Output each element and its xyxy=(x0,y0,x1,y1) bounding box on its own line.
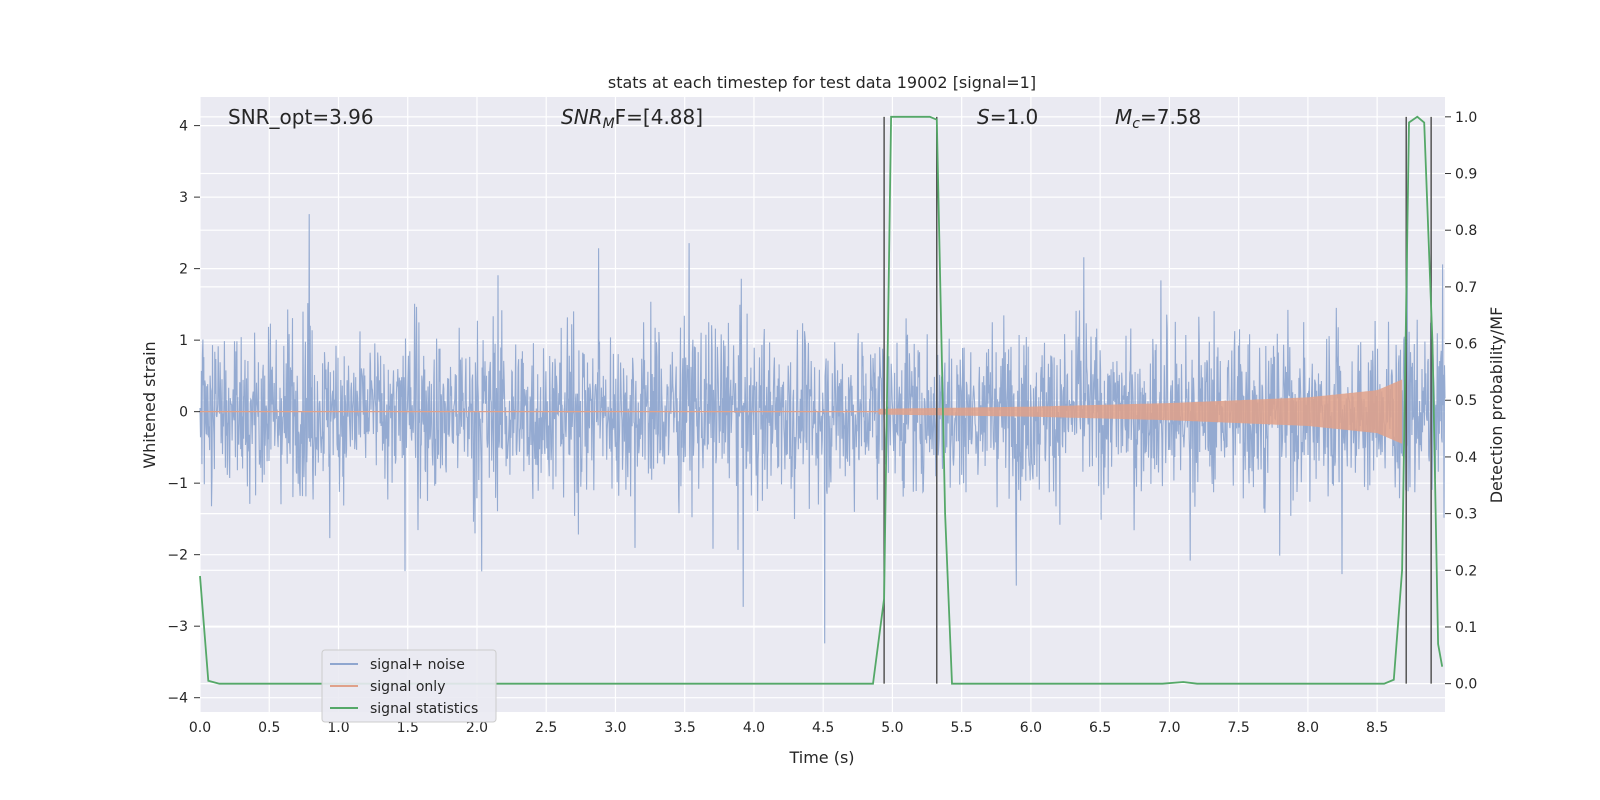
x-tick-label: 6.5 xyxy=(1089,720,1111,736)
y-axis-right-label: Detection probability/MF xyxy=(1487,307,1506,504)
x-tick-label: 1.5 xyxy=(397,720,419,736)
y-left-tick-label: 2 xyxy=(179,262,188,278)
y-right-tick-label: 0.4 xyxy=(1455,450,1477,466)
x-tick-label: 2.0 xyxy=(466,720,488,736)
y-right-tick-label: 0.6 xyxy=(1455,337,1477,353)
y-left-tick-label: 0 xyxy=(179,405,188,421)
vertical-markers xyxy=(883,116,1432,684)
y-left-tick-label: −1 xyxy=(167,476,188,492)
x-tick-label: 0.5 xyxy=(258,720,280,736)
series-signal-only xyxy=(200,379,1403,444)
y-right-tick-label: 0.9 xyxy=(1455,167,1477,183)
legend: signal+ noise signal only signal statist… xyxy=(321,649,497,723)
signal-plus-noise-line xyxy=(199,214,1446,644)
y-axis-left-label: Whitened strain xyxy=(140,341,159,468)
y-right-tick-label: 0.7 xyxy=(1455,280,1477,296)
series-signal-statistics xyxy=(199,115,1444,685)
y-right-tick-label: 0.8 xyxy=(1455,223,1477,239)
annotation-snr-opt: SNR_opt=3.96 xyxy=(228,105,374,129)
y-right-tick-label: 0.2 xyxy=(1455,563,1477,579)
annotation-s: S=1.0 xyxy=(977,105,1038,129)
snr-mf-symbol: SNR xyxy=(561,105,603,129)
x-tick-label: 3.0 xyxy=(604,720,626,736)
x-tick-label: 5.5 xyxy=(951,720,973,736)
x-tick-label: 7.5 xyxy=(1228,720,1250,736)
legend-box xyxy=(321,649,497,723)
y-right-tick-label: 0.5 xyxy=(1455,393,1477,409)
x-tick-label: 4.5 xyxy=(812,720,834,736)
annotation-snr-mf: SNRMF=[4.88] xyxy=(561,105,703,132)
series-signal-plus-noise xyxy=(199,214,1446,644)
x-tick-label: 2.5 xyxy=(535,720,557,736)
chart-title: stats at each timestep for test data 190… xyxy=(608,73,1036,92)
x-tick-label: 0.0 xyxy=(189,720,211,736)
snr-mf-subscript: M xyxy=(603,116,615,132)
snr-mf-value: F=[4.88] xyxy=(615,105,703,129)
y-right-tick-label: 0.1 xyxy=(1455,620,1477,636)
x-tick-label: 4.0 xyxy=(743,720,765,736)
y-axis-left-ticks: −4 −3 −2 −1 0 1 2 3 4 xyxy=(167,119,200,707)
y-left-tick-label: 3 xyxy=(179,190,188,206)
x-tick-label: 3.5 xyxy=(674,720,696,736)
signal-only-chirp xyxy=(878,379,1403,444)
signal-statistics-line xyxy=(199,115,1444,685)
y-right-tick-label: 0.0 xyxy=(1455,677,1477,693)
x-tick-label: 1.0 xyxy=(327,720,349,736)
y-right-tick-label: 0.3 xyxy=(1455,507,1477,523)
y-axis-right-ticks: 0.0 0.1 0.2 0.3 0.4 0.5 0.6 0.7 0.8 0.9 1.0 xyxy=(1445,110,1477,693)
y-left-tick-label: 1 xyxy=(179,333,188,349)
y-left-tick-label: 4 xyxy=(179,119,188,135)
x-tick-label: 8.0 xyxy=(1297,720,1319,736)
annotation-mc: Mc=7.58 xyxy=(1115,105,1201,132)
legend-label-signal-statistics: signal statistics xyxy=(370,701,478,717)
y-left-tick-label: −2 xyxy=(167,548,188,564)
y-left-tick-label: −4 xyxy=(167,691,188,707)
mc-value: =7.58 xyxy=(1140,105,1201,129)
y-left-tick-label: −3 xyxy=(167,619,188,635)
legend-label-signal-plus-noise: signal+ noise xyxy=(370,657,465,673)
y-right-tick-label: 1.0 xyxy=(1455,110,1477,126)
x-tick-label: 8.5 xyxy=(1366,720,1388,736)
legend-label-signal-only: signal only xyxy=(370,679,445,695)
s-value: =1.0 xyxy=(990,105,1039,129)
mc-subscript: c xyxy=(1132,116,1140,132)
s-symbol: S xyxy=(977,105,990,129)
x-tick-label: 7.0 xyxy=(1158,720,1180,736)
mc-symbol: M xyxy=(1115,105,1132,129)
x-tick-label: 5.0 xyxy=(881,720,903,736)
x-axis-ticks: 0.0 0.5 1.0 1.5 2.0 2.5 3.0 3.5 4.0 4.5 5.0 5.5 6.0 6… xyxy=(189,720,1388,736)
x-axis-label: Time (s) xyxy=(788,748,854,767)
x-tick-label: 6.0 xyxy=(1020,720,1042,736)
